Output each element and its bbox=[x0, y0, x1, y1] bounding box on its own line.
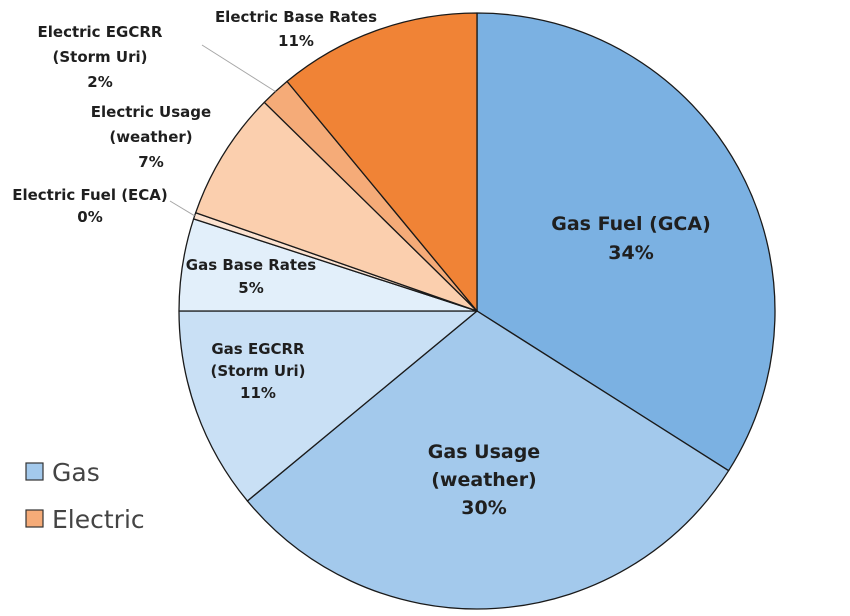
legend-label-gas: Gas bbox=[52, 458, 100, 487]
legend-swatch-electric bbox=[25, 509, 44, 528]
pie-slice-5 bbox=[195, 101, 478, 312]
slice-label-line: 2% bbox=[87, 73, 112, 91]
slice-label-4: Electric Fuel (ECA) 0% bbox=[12, 186, 168, 226]
pie-slices bbox=[178, 12, 776, 610]
slice-label-line: 11% bbox=[240, 384, 276, 402]
pie-slice-1 bbox=[246, 310, 730, 610]
slice-label-line: Gas EGCRR bbox=[211, 340, 305, 358]
slice-label-line: Gas Fuel (GCA) bbox=[551, 213, 711, 235]
slice-label-line: (weather) bbox=[109, 128, 192, 146]
pie-slice-2 bbox=[178, 310, 478, 502]
slice-label-line: 30% bbox=[461, 497, 506, 519]
slice-label-line: (weather) bbox=[431, 469, 537, 491]
legend-label-electric: Electric bbox=[52, 505, 145, 534]
slice-label-line: Electric Base Rates bbox=[215, 8, 377, 26]
pie-slice-0 bbox=[476, 12, 776, 472]
slice-label-line: Gas Usage bbox=[428, 441, 540, 463]
slice-label-line: 5% bbox=[238, 279, 263, 297]
leader-line-6 bbox=[201, 44, 276, 92]
slice-label-line: (Storm Uri) bbox=[53, 48, 148, 66]
slice-labels: Gas Fuel (GCA) 34%Gas Usage (weather) 30%Ga… bbox=[12, 8, 711, 519]
legend-swatch-gas bbox=[25, 462, 44, 481]
legend: Gas Electric bbox=[25, 458, 145, 534]
slice-label-line: 0% bbox=[77, 208, 102, 226]
leader-lines bbox=[169, 44, 276, 217]
leader-line-4 bbox=[169, 200, 195, 217]
slice-label-6: Electric EGCRR (Storm Uri) 2% bbox=[38, 23, 163, 91]
slice-label-line: Electric EGCRR bbox=[38, 23, 163, 41]
slice-label-line: Electric Usage bbox=[91, 103, 211, 121]
slice-label-5: Electric Usage (weather) 7% bbox=[91, 103, 211, 171]
slice-label-line: (Storm Uri) bbox=[211, 362, 306, 380]
slice-label-0: Gas Fuel (GCA) 34% bbox=[551, 213, 711, 264]
slice-label-1: Gas Usage (weather) 30% bbox=[428, 441, 540, 519]
slice-label-2: Gas EGCRR (Storm Uri) 11% bbox=[211, 340, 306, 402]
slice-label-line: Electric Fuel (ECA) bbox=[12, 186, 168, 204]
slice-label-line: Gas Base Rates bbox=[186, 256, 316, 274]
slice-label-line: 34% bbox=[608, 242, 653, 264]
pie-slice-7 bbox=[286, 12, 478, 312]
slice-label-3: Gas Base Rates 5% bbox=[186, 256, 316, 297]
slice-label-line: 11% bbox=[278, 32, 314, 50]
slice-label-7: Electric Base Rates 11% bbox=[215, 8, 377, 50]
slice-label-line: 7% bbox=[138, 153, 163, 171]
